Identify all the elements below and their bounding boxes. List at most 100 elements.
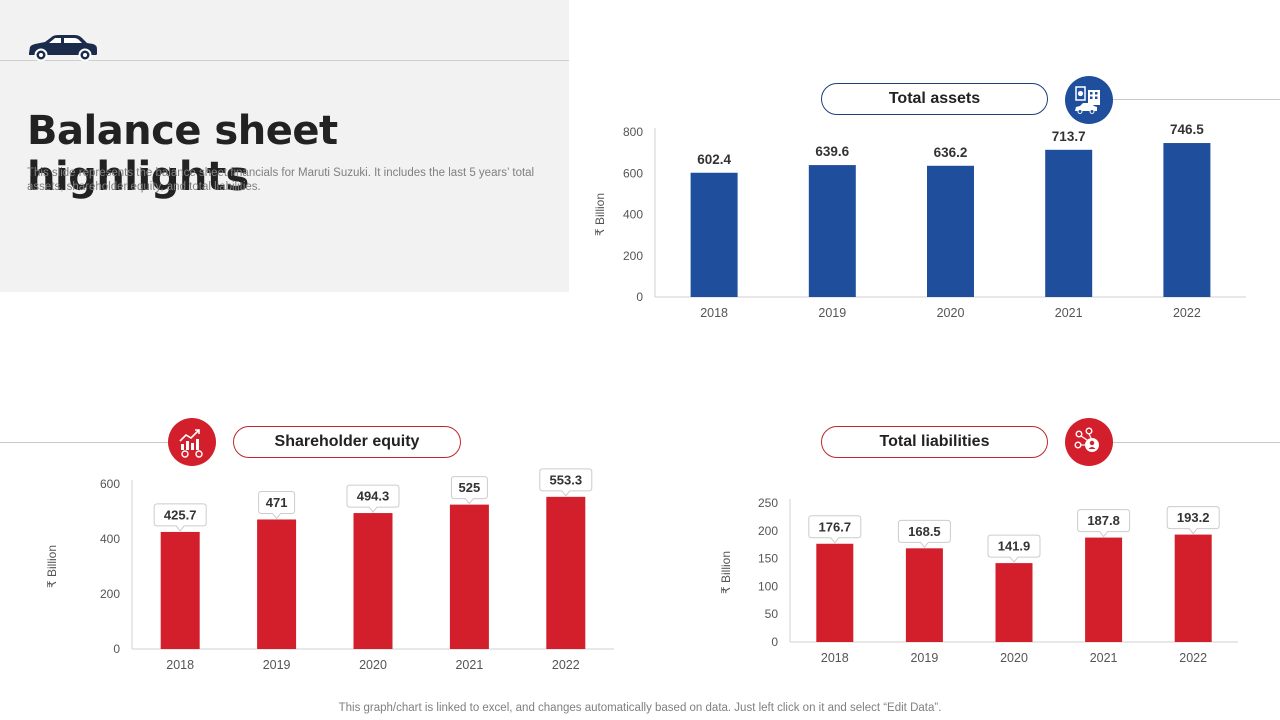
total-assets-title: Total assets [888,90,981,107]
bar [927,165,974,297]
data-label: 176.7 [819,519,852,534]
y-tick-label: 0 [636,290,643,304]
y-tick-label: 250 [758,496,778,510]
bar [257,519,297,649]
data-label-callout-box [897,519,951,549]
shareholder-equity-title: Shareholder equity [274,433,420,450]
y-axis-label: ₹ Billion [45,545,59,588]
x-tick-label: 2018 [821,651,849,665]
data-label-callout: 553.3 [539,468,593,497]
x-tick-label: 2022 [1179,651,1207,665]
y-tick-label: 0 [113,642,120,656]
data-label-callout-box [987,534,1041,563]
data-label-callout: 471 [258,490,296,520]
bar [1085,537,1123,642]
total-assets-pill: Total assets [821,83,1048,115]
data-label-callout-box [1166,506,1220,535]
page-description: This slide represents the balance sheet … [27,167,535,193]
data-label: 636.2 [934,145,968,160]
investment-chart-icon [168,418,216,466]
x-tick-label: 2022 [1173,306,1201,320]
bar [690,172,738,297]
x-tick-label: 2020 [1000,651,1028,665]
shareholder-equity-pill: Shareholder equity [233,426,461,458]
y-tick-label: 400 [623,208,643,222]
data-label: 187.8 [1087,513,1120,528]
data-label-callout: 193.2 [1166,506,1220,535]
data-label-callout-box [808,515,862,544]
x-tick-label: 2018 [700,306,728,320]
y-tick-label: 150 [758,552,778,566]
bar [353,513,393,649]
total-assets-chart: 0 200 400 600 800 ₹ Billion 2018 602.4 2019 639.6… [593,122,1246,320]
bar [449,504,489,649]
x-tick-label: 2019 [910,651,938,665]
data-label-callout-box [258,490,296,520]
equity-header-rule [0,442,168,443]
total-liabilities-chart: 0 50 100 150 200 250 ₹ Billion 2018 176.7 2019 168… [719,496,1238,665]
y-tick-label: 100 [758,579,778,593]
title-panel: Balance sheet highlights This slide repr… [0,0,569,292]
total-liabilities-title: Total liabilities [879,433,990,450]
x-tick-label: 2018 [166,658,194,672]
bar [995,563,1033,642]
data-label: 193.2 [1177,510,1210,525]
car-icon [29,35,97,61]
data-label-callout-box [153,503,207,532]
y-axis-label: ₹ Billion [593,193,607,236]
data-label: 471 [266,495,288,510]
bar [1163,143,1211,297]
x-tick-label: 2022 [552,658,580,672]
data-label: 494.3 [357,489,390,504]
assets-header-rule [1110,99,1280,100]
bar [1045,149,1093,297]
data-label-callout: 425.7 [153,503,207,532]
footnote: This graph/chart is linked to excel, and… [338,702,942,714]
data-label-callout-box [346,484,400,513]
x-tick-label: 2020 [359,658,387,672]
page-title: Balance sheet highlights [27,108,338,200]
x-tick-label: 2020 [937,306,965,320]
bar [808,165,856,297]
data-label: 713.7 [1052,129,1086,144]
data-label-callout-box [539,468,593,497]
y-tick-label: 600 [100,477,120,491]
y-tick-label: 0 [771,635,778,649]
data-label-callout: 187.8 [1077,509,1131,538]
y-tick-label: 50 [765,607,779,621]
y-tick-label: 200 [100,587,120,601]
data-label: 525 [459,480,481,495]
data-label: 746.5 [1170,122,1204,137]
data-label: 141.9 [998,539,1031,554]
bar [160,531,200,649]
y-axis-label: ₹ Billion [719,551,733,594]
y-tick-label: 400 [100,532,120,546]
data-label-callout-box [1077,509,1131,538]
total-liabilities-pill: Total liabilities [821,426,1048,458]
y-tick-label: 600 [623,166,643,180]
y-tick-label: 200 [623,249,643,263]
data-label: 168.5 [908,524,941,539]
x-tick-label: 2021 [1090,651,1118,665]
data-label-callout: 176.7 [808,515,862,544]
x-tick-label: 2021 [455,658,483,672]
bar [816,543,854,642]
data-label-callout: 494.3 [346,484,400,513]
data-label-callout: 168.5 [897,519,951,549]
liabilities-header-rule [1110,442,1280,443]
data-label-callout-box [450,476,488,505]
data-label-callout: 525 [450,476,488,505]
shareholder-equity-chart: 0 200 400 600 ₹ Billion 2018 425.7 2019 471 2020 4… [45,468,614,672]
data-label: 425.7 [164,507,197,522]
y-tick-label: 800 [623,125,643,139]
data-label: 639.6 [815,144,849,159]
bank-car-icon [1065,76,1113,124]
data-label: 553.3 [550,472,583,487]
data-label: 602.4 [697,152,731,167]
data-label-callout: 141.9 [987,534,1041,563]
bar [1174,534,1212,642]
bar [905,548,943,642]
x-tick-label: 2021 [1055,306,1083,320]
x-tick-label: 2019 [818,306,846,320]
x-tick-label: 2019 [263,658,291,672]
